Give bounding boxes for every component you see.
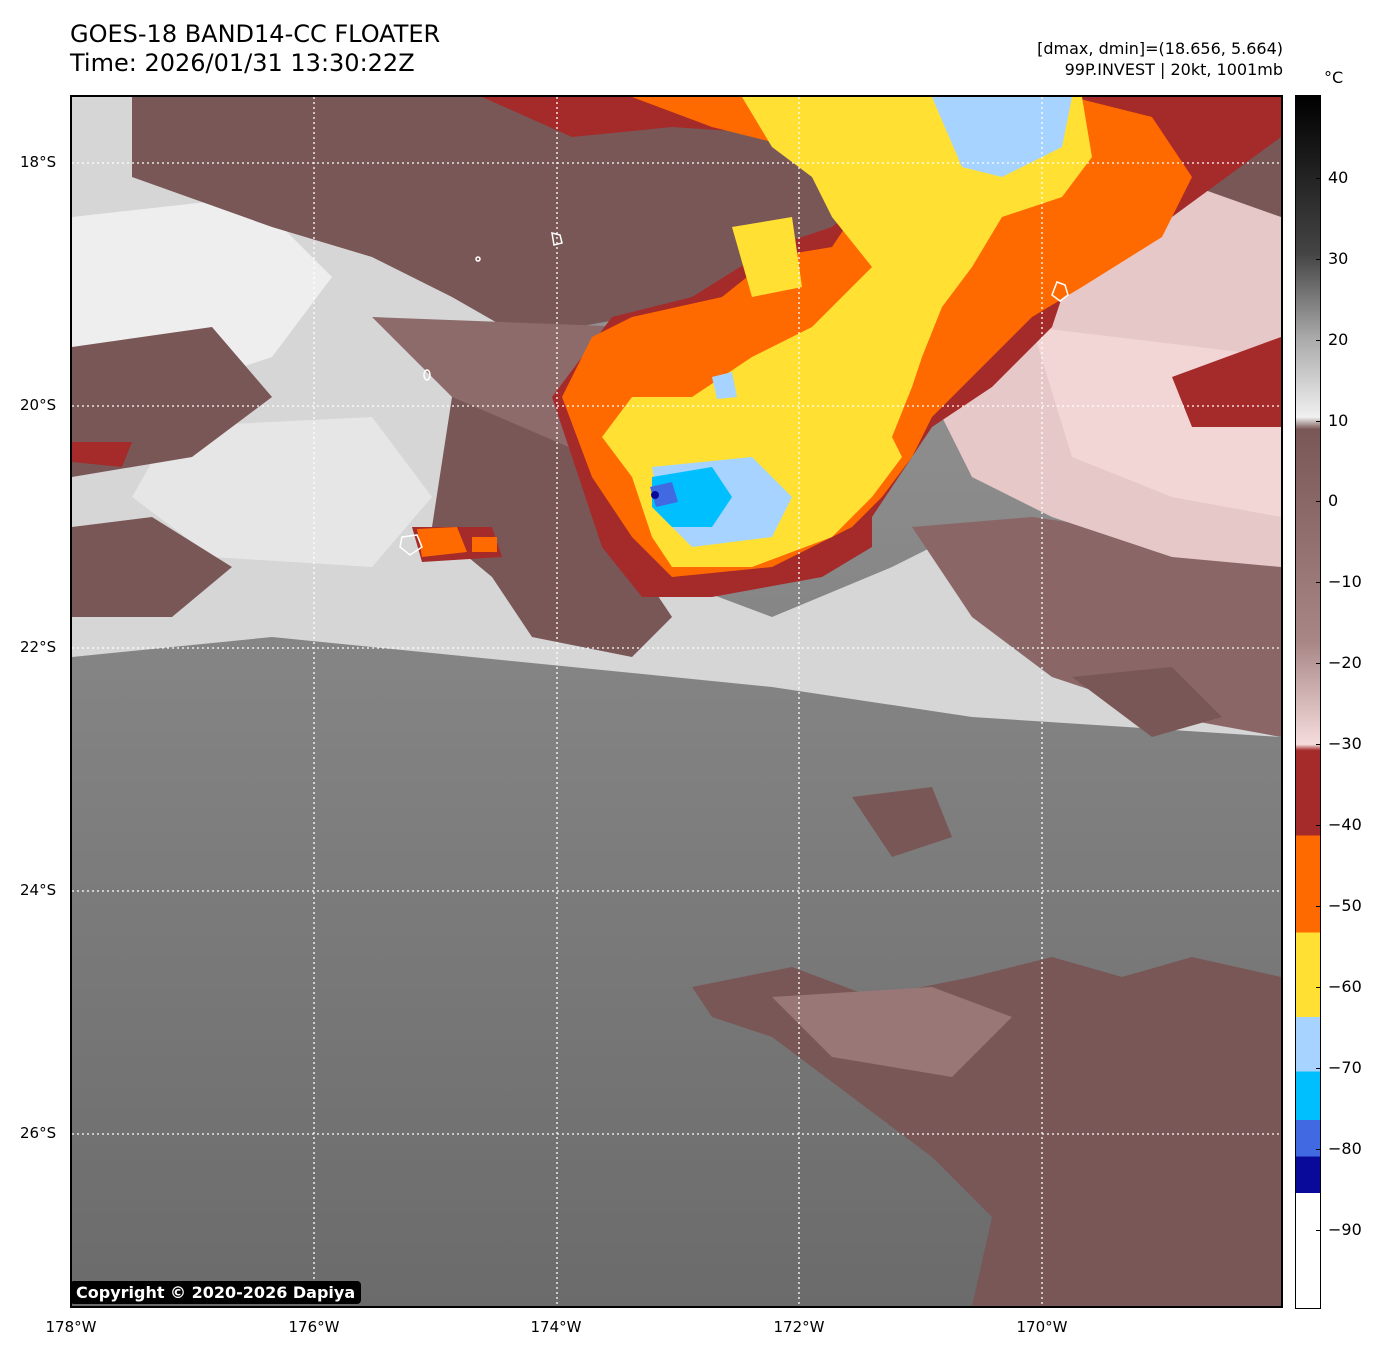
title-line-1: GOES-18 BAND14-CC FLOATER <box>70 20 441 48</box>
colorbar-tick: 10 <box>1315 411 1348 430</box>
storm-meta: [dmax, dmin]=(18.656, 5.664) 99P.INVEST … <box>1037 38 1283 80</box>
lon-label-170w: 170°W <box>1016 1318 1068 1336</box>
lon-label-178w: 178°W <box>45 1318 97 1336</box>
meta-line-1: [dmax, dmin]=(18.656, 5.664) <box>1037 39 1283 58</box>
colorbar-tick: −80 <box>1316 1139 1362 1158</box>
colorbar-tick: −50 <box>1316 896 1362 915</box>
satellite-imagery <box>72 97 1281 1306</box>
colorbar-tick: −60 <box>1316 977 1362 996</box>
copyright-badge: Copyright © 2020-2026 Dapiya <box>70 1281 362 1304</box>
lon-label-174w: 174°W <box>530 1318 582 1336</box>
lat-label-26s: 26°S <box>20 1124 57 1142</box>
colorbar-tick: −20 <box>1316 653 1362 672</box>
lat-label-24s: 24°S <box>20 881 57 899</box>
lat-label-22s: 22°S <box>20 638 57 656</box>
colorbar-tick: −70 <box>1316 1058 1362 1077</box>
colorbar-tick: 30 <box>1315 249 1348 268</box>
title-line-2: Time: 2026/01/31 13:30:22Z <box>70 49 415 77</box>
colorbar-tick: 0 <box>1315 491 1338 510</box>
lon-label-172w: 172°W <box>773 1318 825 1336</box>
colorbar-unit: °C <box>1324 68 1344 87</box>
lon-label-176w: 176°W <box>288 1318 340 1336</box>
lat-label-20s: 20°S <box>20 396 57 414</box>
colorbar-tick: −10 <box>1316 572 1362 591</box>
colorbar-tick: −90 <box>1316 1220 1362 1239</box>
colorbar-tick: −30 <box>1316 734 1362 753</box>
colorbar <box>1295 95 1321 1309</box>
lat-label-18s: 18°S <box>20 153 57 171</box>
chart-title: GOES-18 BAND14-CC FLOATER Time: 2026/01/… <box>70 20 440 78</box>
colorbar-tick: 20 <box>1315 330 1348 349</box>
satellite-map[interactable] <box>70 95 1283 1308</box>
colorbar-tick: 40 <box>1315 168 1348 187</box>
colorbar-tick: −40 <box>1316 815 1362 834</box>
meta-line-2: 99P.INVEST | 20kt, 1001mb <box>1064 60 1283 79</box>
